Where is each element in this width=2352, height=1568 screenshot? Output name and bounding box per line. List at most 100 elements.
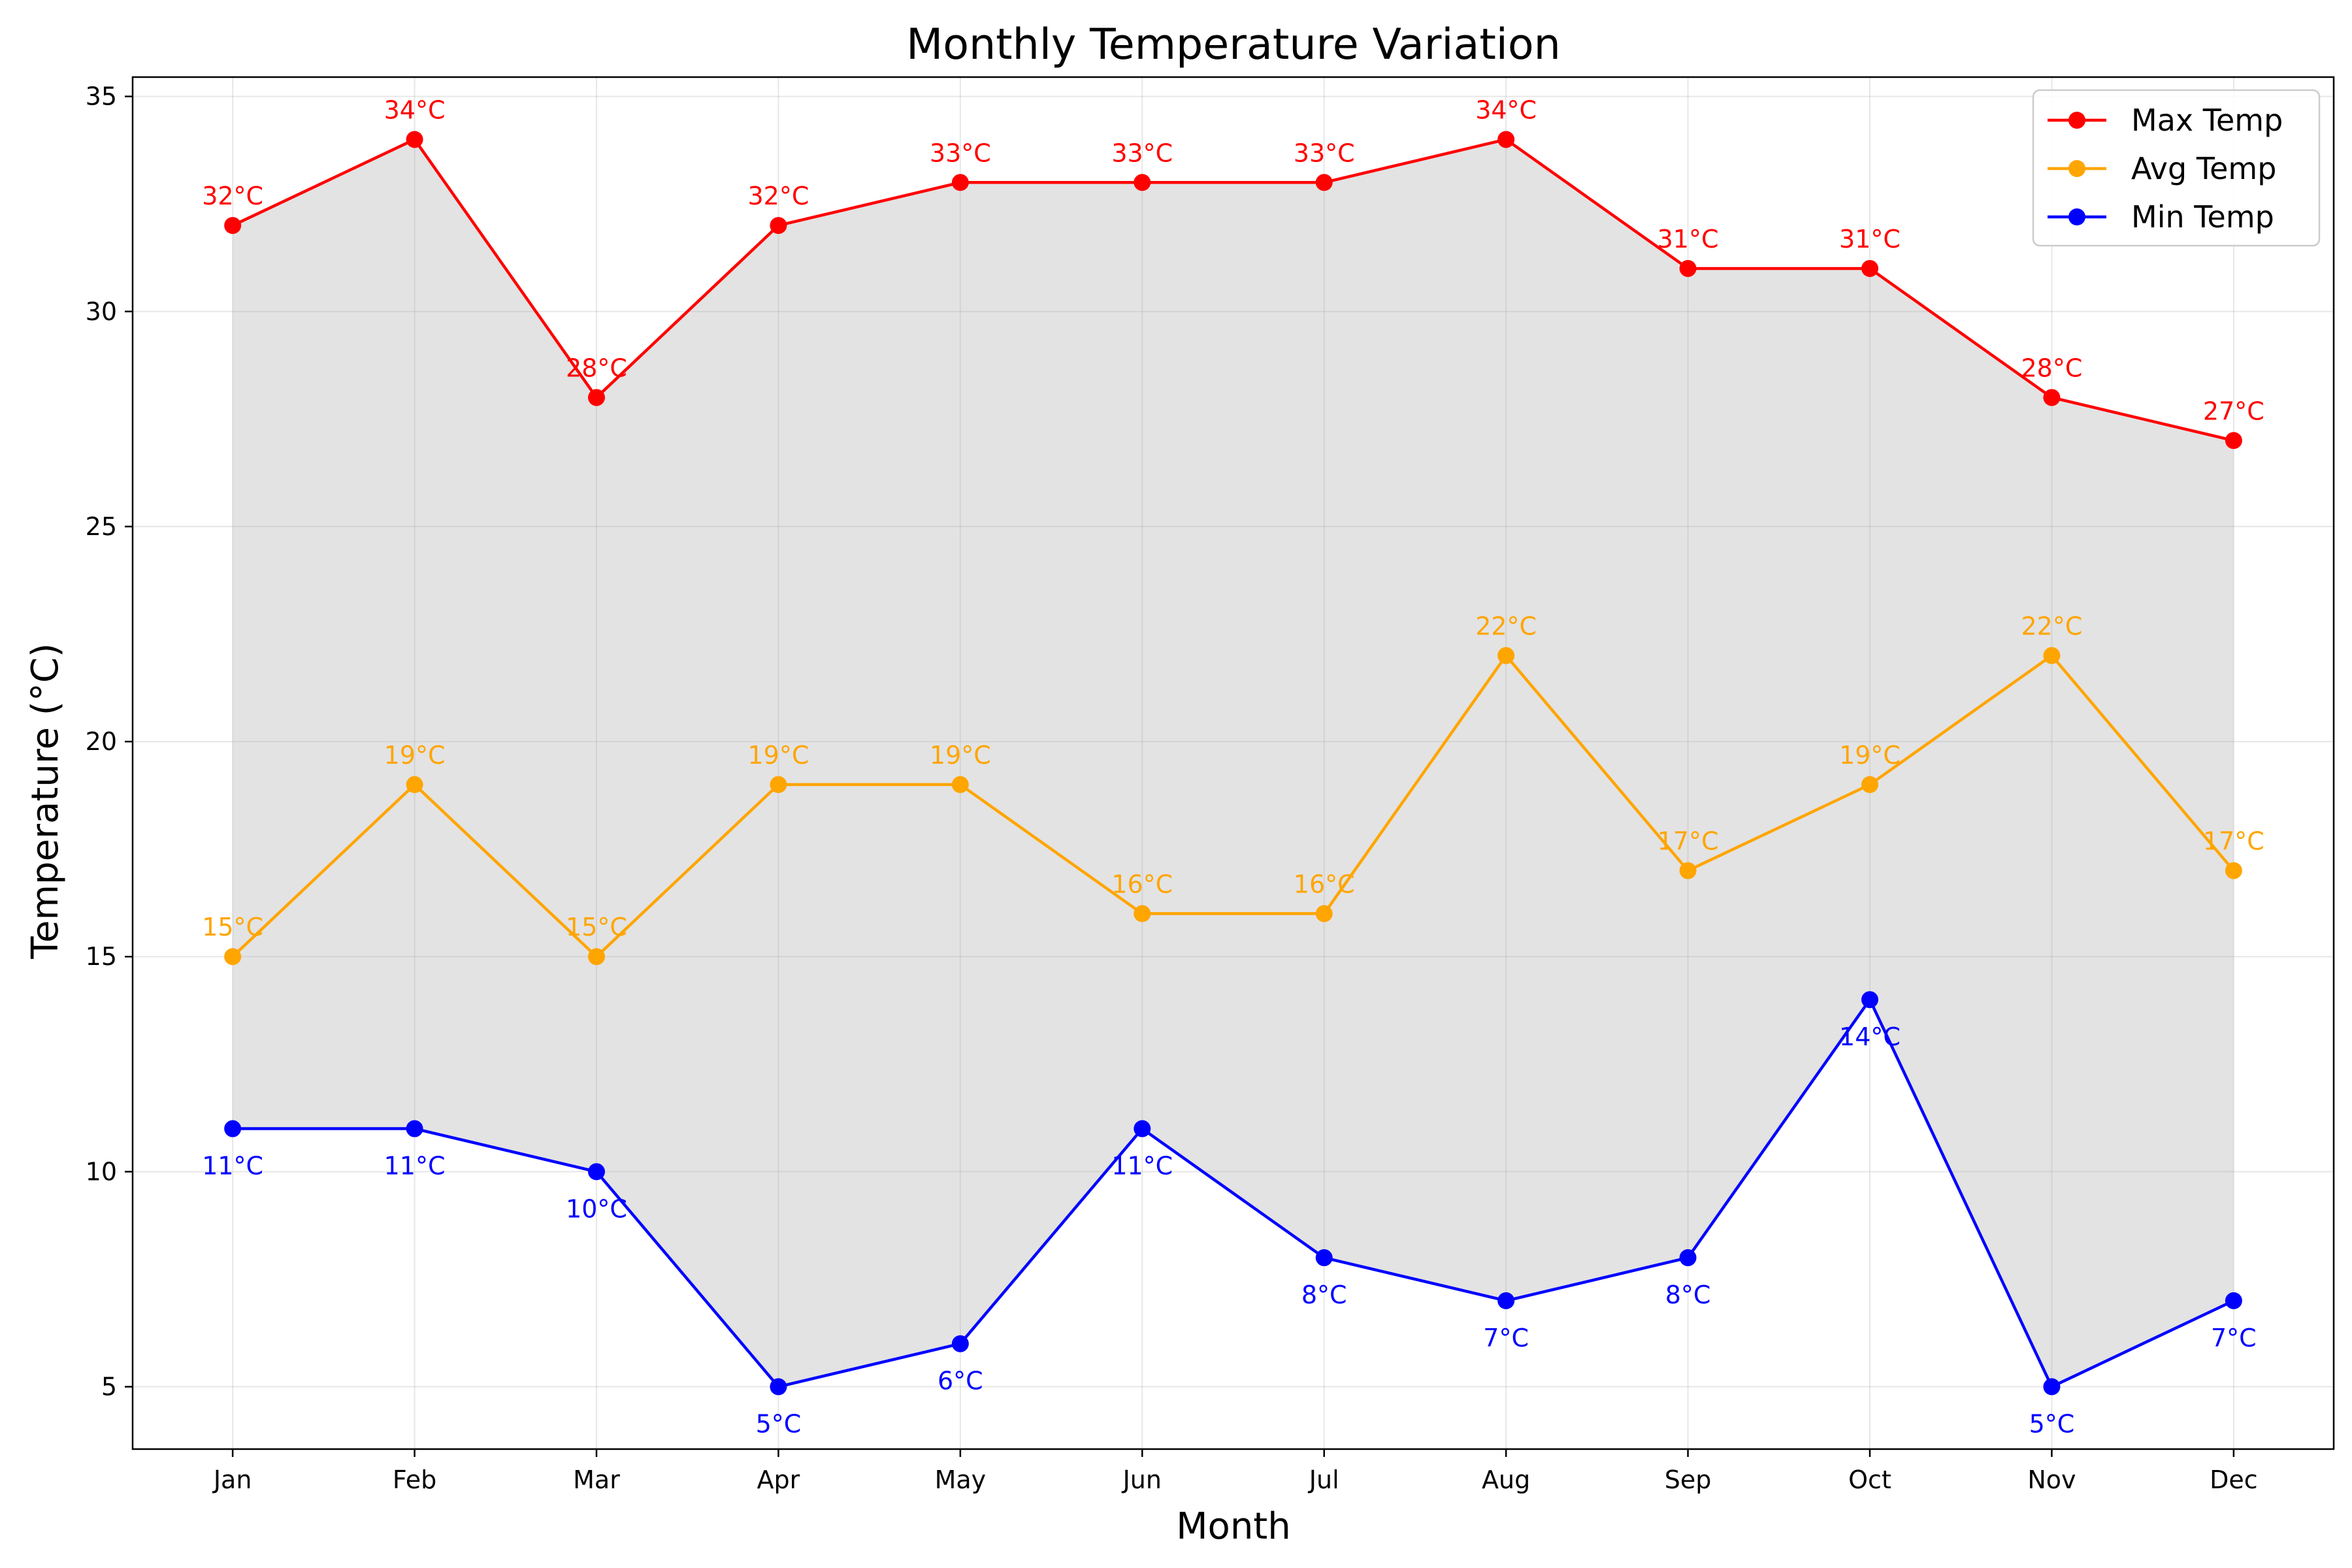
avg-temp-data-label: 17°C: [1658, 827, 1719, 856]
max-temp-data-label: 34°C: [1475, 95, 1537, 124]
max-temp-data-label: 33°C: [1111, 139, 1173, 167]
min-temp-point: [224, 1120, 242, 1137]
max-temp-data-label: 28°C: [566, 353, 627, 382]
legend-box: [2032, 89, 2321, 247]
min-temp-point: [1315, 1249, 1333, 1267]
min-temp-data-label: 11°C: [1111, 1152, 1173, 1181]
max-temp-point: [1315, 174, 1333, 191]
avg-temp-point: [1497, 647, 1515, 664]
avg-temp-data-label: 22°C: [1475, 612, 1537, 640]
y-tick-label: 10: [86, 1157, 117, 1186]
y-tick-label: 20: [86, 727, 117, 756]
max-temp-data-label: 33°C: [930, 139, 991, 167]
avg-temp-data-label: 22°C: [2021, 612, 2082, 640]
y-tick-label: 30: [86, 297, 117, 326]
max-temp-data-label: 33°C: [1294, 139, 1355, 167]
x-tick-label: Jul: [1308, 1465, 1339, 1494]
avg-temp-point: [1315, 905, 1333, 923]
min-temp-point: [587, 1163, 605, 1181]
x-tick-label: May: [935, 1465, 987, 1494]
avg-temp-legend-label: Avg Temp: [2131, 151, 2276, 186]
min-temp-legend-label: Min Temp: [2131, 199, 2274, 235]
min-temp-data-label: 8°C: [1301, 1281, 1347, 1309]
avg-temp-data-label: 17°C: [2203, 827, 2264, 856]
max-temp-point: [2043, 389, 2061, 406]
avg-temp-data-label: 19°C: [747, 741, 809, 770]
min-temp-data-label: 11°C: [384, 1152, 446, 1181]
max-temp-legend-label: Max Temp: [2131, 103, 2283, 138]
y-tick-label: 5: [101, 1373, 117, 1401]
min-temp-point: [951, 1335, 969, 1352]
max-temp-point: [1679, 259, 1697, 277]
avg-temp-point: [951, 776, 969, 793]
x-tick-label: Aug: [1482, 1465, 1530, 1494]
avg-temp-data-label: 15°C: [202, 913, 263, 941]
max-temp-data-label: 27°C: [2203, 397, 2264, 425]
avg-temp-point: [1679, 862, 1697, 879]
max-temp-point: [1134, 174, 1151, 191]
max-temp-data-label: 32°C: [747, 182, 809, 210]
x-tick-label: Jan: [212, 1465, 252, 1494]
avg-temp-legend-marker: [2068, 160, 2085, 177]
max-temp-data-label: 31°C: [1839, 225, 1901, 253]
avg-temp-point: [587, 948, 605, 966]
min-temp-data-label: 7°C: [1483, 1324, 1529, 1352]
min-temp-point: [1679, 1249, 1697, 1267]
min-temp-line: [233, 998, 2234, 1388]
x-tick-label: Jun: [1122, 1465, 1162, 1494]
plot-area: 5 10 15 20 25 30 35 Jan Feb Mar Apr May Jun Jul Aug Sep…: [86, 76, 2335, 1494]
avg-temp-data-label: 19°C: [1839, 741, 1901, 770]
max-temp-point: [770, 217, 787, 235]
min-temp-point: [1497, 1292, 1515, 1309]
x-tick-label: Oct: [1848, 1465, 1891, 1494]
avg-temp-point: [406, 776, 423, 793]
max-temp-point: [406, 131, 423, 148]
max-temp-data-label: 32°C: [202, 182, 263, 210]
avg-temp-point: [770, 776, 787, 793]
min-temp-data-label: 14°C: [1839, 1022, 1901, 1051]
max-temp-point: [1497, 131, 1515, 148]
max-temp-point: [224, 217, 242, 235]
min-temp-data-label: 7°C: [2211, 1324, 2257, 1352]
avg-temp-data-label: 16°C: [1294, 870, 1355, 898]
y-tick-label: 35: [86, 82, 117, 111]
max-temp-point: [2225, 432, 2242, 449]
x-tick-label: Apr: [757, 1465, 800, 1494]
min-temp-point: [770, 1378, 787, 1396]
min-temp-legend-marker: [2068, 208, 2085, 225]
avg-temp-data-label: 19°C: [384, 741, 446, 770]
plot-frame: [131, 76, 2335, 1450]
avg-temp-line: [231, 654, 2235, 958]
max-temp-data-label: 34°C: [384, 95, 446, 124]
max-temp-line: [232, 138, 2234, 442]
x-tick-label: Dec: [2210, 1465, 2258, 1494]
max-temp-data-label: 31°C: [1658, 225, 1719, 253]
min-temp-data-label: 11°C: [202, 1152, 263, 1181]
min-temp-point: [1861, 991, 1879, 1009]
range-fill-area: [233, 139, 2234, 1387]
min-temp-data-label: 5°C: [2029, 1410, 2075, 1439]
x-tick-label: Sep: [1665, 1465, 1712, 1494]
y-axis-title: Temperature (°C): [24, 643, 67, 959]
avg-temp-point: [1134, 905, 1151, 923]
min-temp-point: [406, 1120, 423, 1137]
min-temp-data-label: 10°C: [566, 1194, 627, 1223]
min-temp-point: [2225, 1292, 2242, 1309]
avg-temp-point: [224, 948, 242, 966]
avg-temp-point: [1861, 776, 1879, 793]
max-temp-point: [587, 389, 605, 406]
min-temp-data-label: 5°C: [756, 1410, 802, 1439]
x-tick-label: Mar: [573, 1465, 620, 1494]
y-tick-label: 25: [86, 512, 117, 541]
x-tick-label: Nov: [2027, 1465, 2076, 1494]
y-tick-label: 15: [86, 942, 117, 971]
x-tick-label: Feb: [393, 1465, 436, 1494]
max-temp-point: [1861, 259, 1879, 277]
min-temp-data-label: 6°C: [938, 1367, 983, 1396]
min-temp-point: [2043, 1378, 2061, 1396]
max-temp-data-label: 28°C: [2021, 353, 2082, 382]
max-temp-point: [951, 174, 969, 191]
legend: Max Temp Avg Temp Min Temp: [2032, 89, 2321, 247]
